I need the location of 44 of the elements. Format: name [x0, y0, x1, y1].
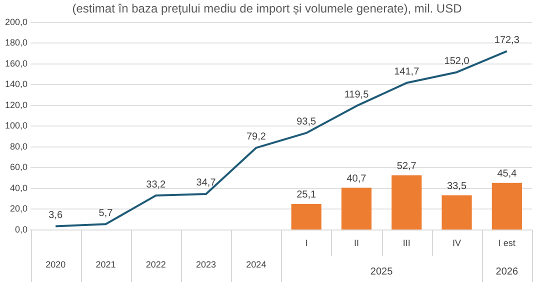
data-label: 52,7 [396, 161, 417, 172]
data-label: 93,5 [296, 116, 316, 128]
x-tick-label: 2022 [146, 259, 166, 270]
y-tick-label: 100,0 [4, 120, 28, 131]
data-label: 119,5 [344, 90, 370, 101]
y-tick-label: 20,0 [10, 204, 28, 214]
data-label: 3,6 [48, 210, 63, 222]
y-tick-label: 140,0 [4, 79, 28, 90]
data-label: 79,2 [246, 132, 266, 143]
bar [492, 182, 522, 230]
x-tick-label: I [305, 238, 308, 248]
data-label: 34,7 [196, 178, 216, 189]
y-tick-label: 80,0 [10, 141, 28, 152]
text: 2026 [496, 266, 518, 278]
data-label: 5,7 [98, 208, 114, 219]
y-tick-label: 120,0 [4, 100, 28, 110]
y-tick-label: 0,0 [15, 224, 28, 234]
data-label: 33,5 [447, 180, 467, 192]
y-tick-label: 160,0 [4, 58, 28, 68]
x-tick-label: I est [498, 238, 516, 248]
x-tick-label: 2021 [96, 259, 116, 270]
data-label: 33,2 [146, 179, 166, 190]
x-tick-label: III [402, 238, 410, 248]
bar [392, 175, 422, 230]
bar [291, 204, 322, 230]
bar [442, 195, 472, 230]
chart-title: (estimat în baza prețului mediu de import și volumele generate), mil. USD [72, 2, 462, 16]
data-label: 141,7 [394, 66, 420, 78]
x-tick-label: 2023 [196, 259, 216, 270]
data-label: 40,7 [346, 174, 367, 185]
x-tick-label: II [354, 238, 359, 248]
y-tick-label: 60,0 [10, 162, 28, 172]
x-tick-label: 2024 [246, 259, 266, 270]
text: 2025 [370, 266, 394, 278]
data-label: 25,1 [296, 190, 316, 201]
y-tick-label: 180,0 [4, 38, 28, 48]
data-label: 152,0 [444, 56, 470, 67]
y-tick-label: 40,0 [10, 182, 28, 193]
bar [341, 188, 372, 230]
data-label: 45,4 [497, 168, 518, 180]
data-label: 172,3 [494, 34, 520, 46]
y-tick-label: 200,0 [4, 16, 28, 27]
x-tick-label: 2020 [46, 259, 66, 270]
x-tick-label: IV [452, 238, 462, 248]
